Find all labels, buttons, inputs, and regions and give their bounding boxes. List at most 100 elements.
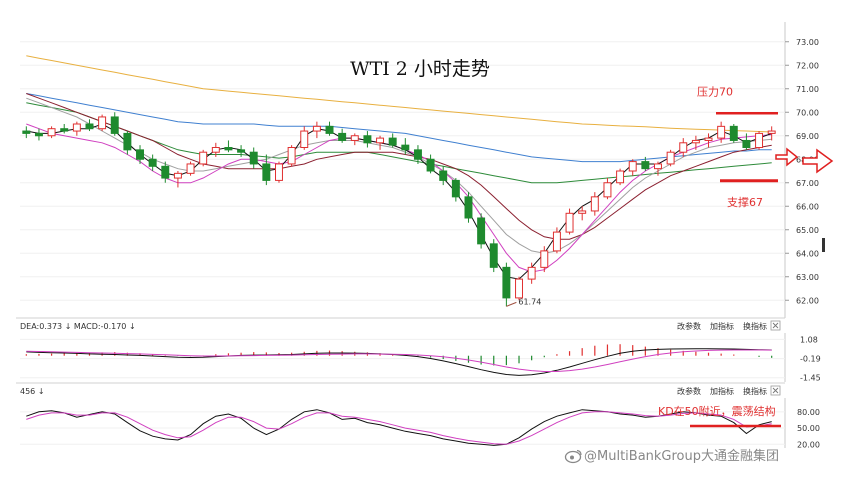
- macd-switch-indicator-button[interactable]: 换指标: [743, 321, 767, 331]
- y-tick-label: 70.00: [796, 108, 819, 117]
- candle-body: [641, 161, 650, 170]
- macd-add-indicator-button[interactable]: 加指标: [710, 321, 734, 331]
- y-tick-label: 71.00: [796, 85, 819, 94]
- candle-body: [363, 135, 372, 144]
- candle-body: [60, 128, 69, 132]
- macd-header: DEA:0.373 ↓ MACD:-0.170 ↓: [20, 322, 136, 331]
- candle-body: [565, 212, 574, 233]
- candle-body: [489, 243, 498, 268]
- candle-body: [413, 149, 422, 160]
- moving-average-line: [26, 102, 772, 184]
- kd-add-indicator-button[interactable]: 加指标: [710, 386, 734, 396]
- chart-title: WTI 2 小时走势: [350, 58, 490, 80]
- candle-body: [173, 172, 182, 179]
- y-tick-label: 73.00: [796, 38, 819, 47]
- support-annotation: 支撑67: [720, 179, 778, 209]
- low-label: 61.74: [518, 297, 541, 306]
- candle-body: [148, 158, 157, 167]
- candle-body: [350, 135, 359, 141]
- candle-body: [603, 182, 612, 198]
- candle-body: [249, 151, 258, 165]
- candle-body: [654, 163, 662, 170]
- candle-body: [186, 163, 195, 174]
- macd-panel: DEA:0.373 ↓ MACD:-0.170 ↓ 改参数 加指标 换指标 1.…: [16, 320, 821, 384]
- support-label: 支撑67: [727, 195, 763, 209]
- close-icon[interactable]: [772, 322, 779, 329]
- kd-close-button[interactable]: [770, 385, 781, 396]
- y-tick-label: -1.45: [800, 374, 821, 383]
- y-tick-label: 80.00: [797, 408, 820, 417]
- y-tick-label: -0.19: [800, 355, 821, 364]
- candle-body: [110, 116, 119, 134]
- y-tick-label: 63.00: [796, 273, 819, 282]
- kd-edit-params-button[interactable]: 改参数: [677, 386, 701, 396]
- y-tick-label: 72.00: [796, 61, 819, 70]
- candle-body: [161, 165, 170, 179]
- macd-line: [26, 348, 772, 376]
- y-tick-label: 50.00: [797, 424, 820, 433]
- candle-body: [477, 217, 486, 245]
- candle-body: [451, 179, 460, 198]
- candle-body: [552, 231, 561, 252]
- watermark: @MultiBankGroup大通金融集团: [564, 448, 779, 464]
- candle-body: [755, 132, 764, 148]
- candle-body: [578, 210, 587, 214]
- kd-lines: [26, 409, 772, 446]
- resistance-annotation: 压力70: [697, 85, 778, 115]
- kd-switch-indicator-button[interactable]: 换指标: [743, 386, 767, 396]
- candle-body: [439, 170, 448, 181]
- candle-body: [464, 196, 473, 219]
- arrow-right-icon: [775, 147, 799, 167]
- arrow-right-icon: [802, 148, 834, 174]
- candle-body: [34, 132, 43, 137]
- y-tick-label: 66.00: [796, 202, 819, 211]
- main-panel: WTI 2 小时走势 73.0072.0071.0070.0069.0068.0…: [16, 22, 834, 319]
- candle-body: [22, 130, 31, 134]
- y-tick-label: 20.00: [797, 440, 820, 449]
- y-tick-label: 62.00: [796, 296, 819, 305]
- candle-body: [325, 125, 334, 134]
- main-y-axis: 73.0072.0071.0070.0069.0068.0067.0066.00…: [785, 38, 819, 305]
- low-marker: 61.74: [506, 297, 541, 307]
- kd-line: [26, 409, 772, 446]
- candle-body: [388, 137, 397, 146]
- scroll-handle[interactable]: [822, 238, 825, 252]
- moving-average-line: [26, 97, 772, 254]
- candle-body: [540, 250, 549, 268]
- y-tick-label: 1.08: [800, 335, 818, 344]
- candle-body: [98, 116, 107, 130]
- y-tick-label: 69.00: [796, 132, 819, 141]
- kd-panel: 456 ↓ 改参数 加指标 换指标 80.00 50.00 20.00 KD在50附…: [20, 385, 820, 449]
- candle-body: [426, 158, 435, 172]
- macd-close-button[interactable]: [770, 320, 781, 331]
- y-tick-label: 64.00: [796, 249, 819, 258]
- candle-body: [527, 266, 536, 280]
- weibo-logo-icon: [564, 449, 582, 464]
- candle-body: [72, 123, 81, 132]
- candle-body: [628, 161, 637, 172]
- candle-body: [47, 128, 56, 137]
- kd-line: [26, 411, 772, 445]
- candle-body: [136, 149, 144, 160]
- main-grid: [20, 41, 785, 301]
- macd-edit-params-button[interactable]: 改参数: [677, 321, 701, 331]
- candle-body: [590, 196, 599, 212]
- candle-body: [717, 125, 726, 139]
- macd-y-axis: 1.08 -0.19 -1.45: [800, 335, 821, 382]
- candle-body: [237, 149, 246, 153]
- candle-body: [85, 123, 94, 130]
- candle-body: [376, 137, 385, 144]
- candle-body: [767, 130, 776, 134]
- direction-arrows: [775, 147, 834, 174]
- moving-average-line: [26, 123, 772, 280]
- close-icon[interactable]: [772, 387, 779, 394]
- low-leader-line: [506, 301, 517, 307]
- macd-lines: [26, 348, 772, 376]
- candle-body: [275, 163, 283, 181]
- macd-grid: [20, 338, 785, 379]
- moving-average-line: [26, 93, 772, 240]
- moving-average-line: [26, 55, 772, 133]
- candle-body: [312, 125, 321, 132]
- y-tick-label: 65.00: [796, 226, 819, 235]
